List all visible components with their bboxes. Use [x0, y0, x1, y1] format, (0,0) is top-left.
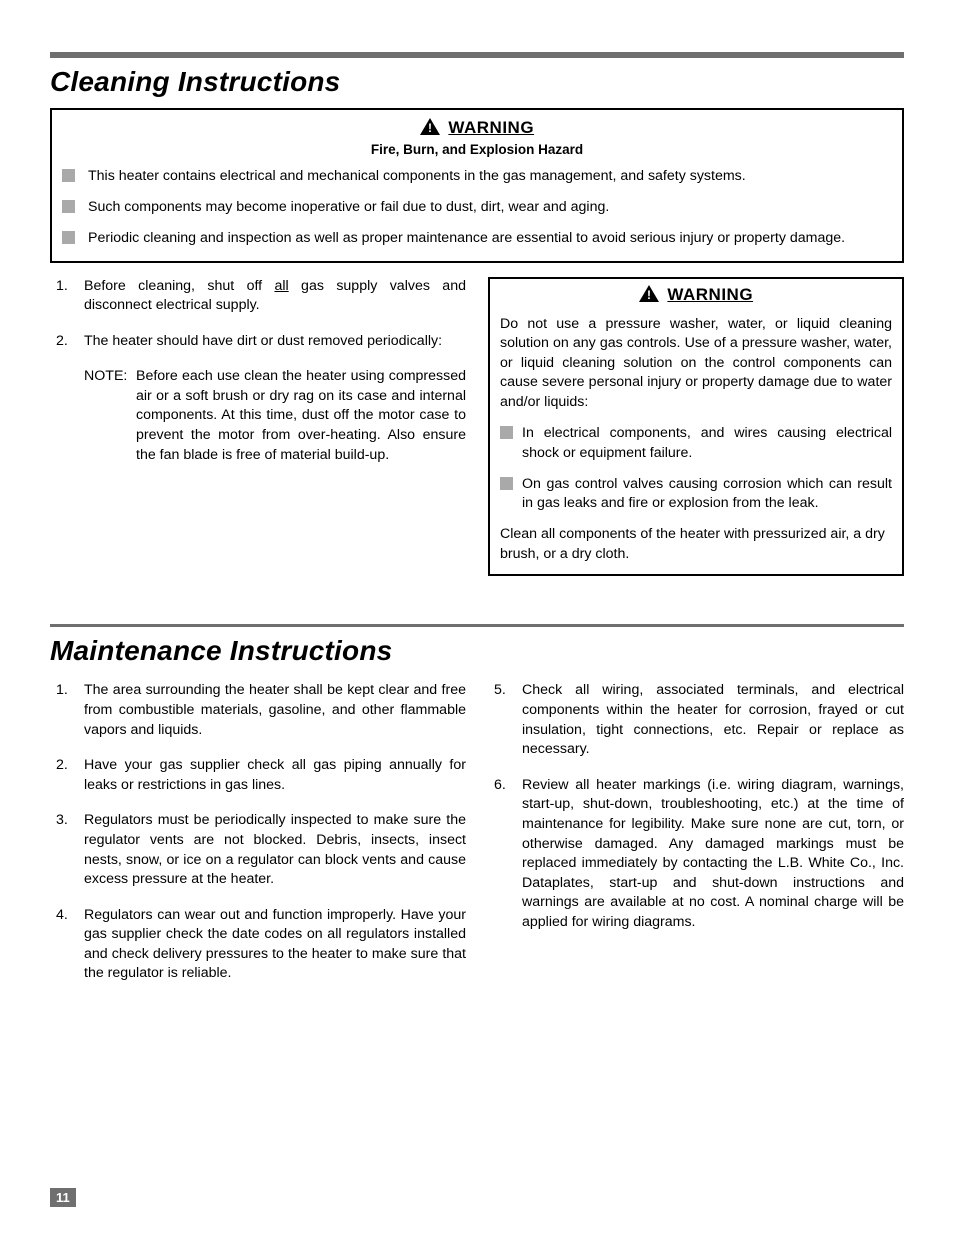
list-item: The heater should have dirt or dust remo… — [50, 332, 466, 352]
warning-label: WARNING — [448, 118, 534, 137]
cleaning-right-column: ! WARNING Do not use a pressure washer, … — [488, 277, 904, 577]
warning-bullet-list: In electrical components, and wires caus… — [500, 424, 892, 513]
note-text: Before each use clean the heater using c… — [136, 367, 466, 465]
cleaning-ordered-list: Before cleaning, shut off all gas supply… — [50, 277, 466, 352]
warning-label: WARNING — [667, 285, 753, 304]
warning-tail-text: Clean all components of the heater with … — [500, 525, 892, 564]
underlined-word: all — [274, 278, 288, 294]
list-item: Regulators must be periodically inspecte… — [50, 811, 466, 889]
maintenance-ordered-list-left: The area surrounding the heater shall be… — [50, 681, 466, 984]
cleaning-left-column: Before cleaning, shut off all gas supply… — [50, 277, 466, 577]
maintenance-rule — [50, 624, 904, 627]
warning-triangle-icon: ! — [420, 118, 440, 140]
list-item: Check all wiring, associated terminals, … — [488, 681, 904, 759]
note-label: NOTE: — [84, 367, 136, 465]
list-item: Before cleaning, shut off all gas supply… — [50, 277, 466, 316]
cleaning-two-column: Before cleaning, shut off all gas supply… — [50, 277, 904, 577]
warning-heading: ! WARNING — [500, 285, 892, 307]
warning-bullet: In electrical components, and wires caus… — [500, 424, 892, 462]
maintenance-right-column: Check all wiring, associated terminals, … — [488, 681, 904, 1000]
top-rule — [50, 52, 904, 58]
warning-heading: ! WARNING — [62, 118, 892, 140]
cleaning-title: Cleaning Instructions — [50, 66, 904, 98]
maintenance-left-column: The area surrounding the heater shall be… — [50, 681, 466, 1000]
warning-bullet: Such components may become inoperative o… — [62, 198, 892, 217]
warning-bullet: On gas control valves causing corrosion … — [500, 475, 892, 513]
warning-subtitle: Fire, Burn, and Explosion Hazard — [62, 142, 892, 157]
list-item: Have your gas supplier check all gas pip… — [50, 756, 466, 795]
warning-bullet-list: This heater contains electrical and mech… — [62, 167, 892, 249]
note-block: NOTE: Before each use clean the heater u… — [50, 367, 466, 465]
text-fragment: Before cleaning, shut off — [84, 278, 274, 294]
warning-box-main: ! WARNING Fire, Burn, and Explosion Haza… — [50, 108, 904, 263]
maintenance-ordered-list-right: Check all wiring, associated terminals, … — [488, 681, 904, 932]
page-number: 11 — [50, 1188, 76, 1207]
warning-triangle-icon: ! — [639, 285, 659, 307]
warning-lead-text: Do not use a pressure washer, water, or … — [500, 315, 892, 413]
svg-text:!: ! — [647, 288, 651, 302]
warning-bullet: This heater contains electrical and mech… — [62, 167, 892, 186]
svg-text:!: ! — [428, 121, 432, 135]
warning-box-inner: ! WARNING Do not use a pressure washer, … — [488, 277, 904, 577]
list-item: Review all heater markings (i.e. wiring … — [488, 776, 904, 933]
list-item: The area surrounding the heater shall be… — [50, 681, 466, 740]
warning-bullet: Periodic cleaning and inspection as well… — [62, 229, 892, 248]
maintenance-title: Maintenance Instructions — [50, 635, 904, 667]
maintenance-two-column: The area surrounding the heater shall be… — [50, 681, 904, 1000]
list-item: Regulators can wear out and function imp… — [50, 906, 466, 984]
